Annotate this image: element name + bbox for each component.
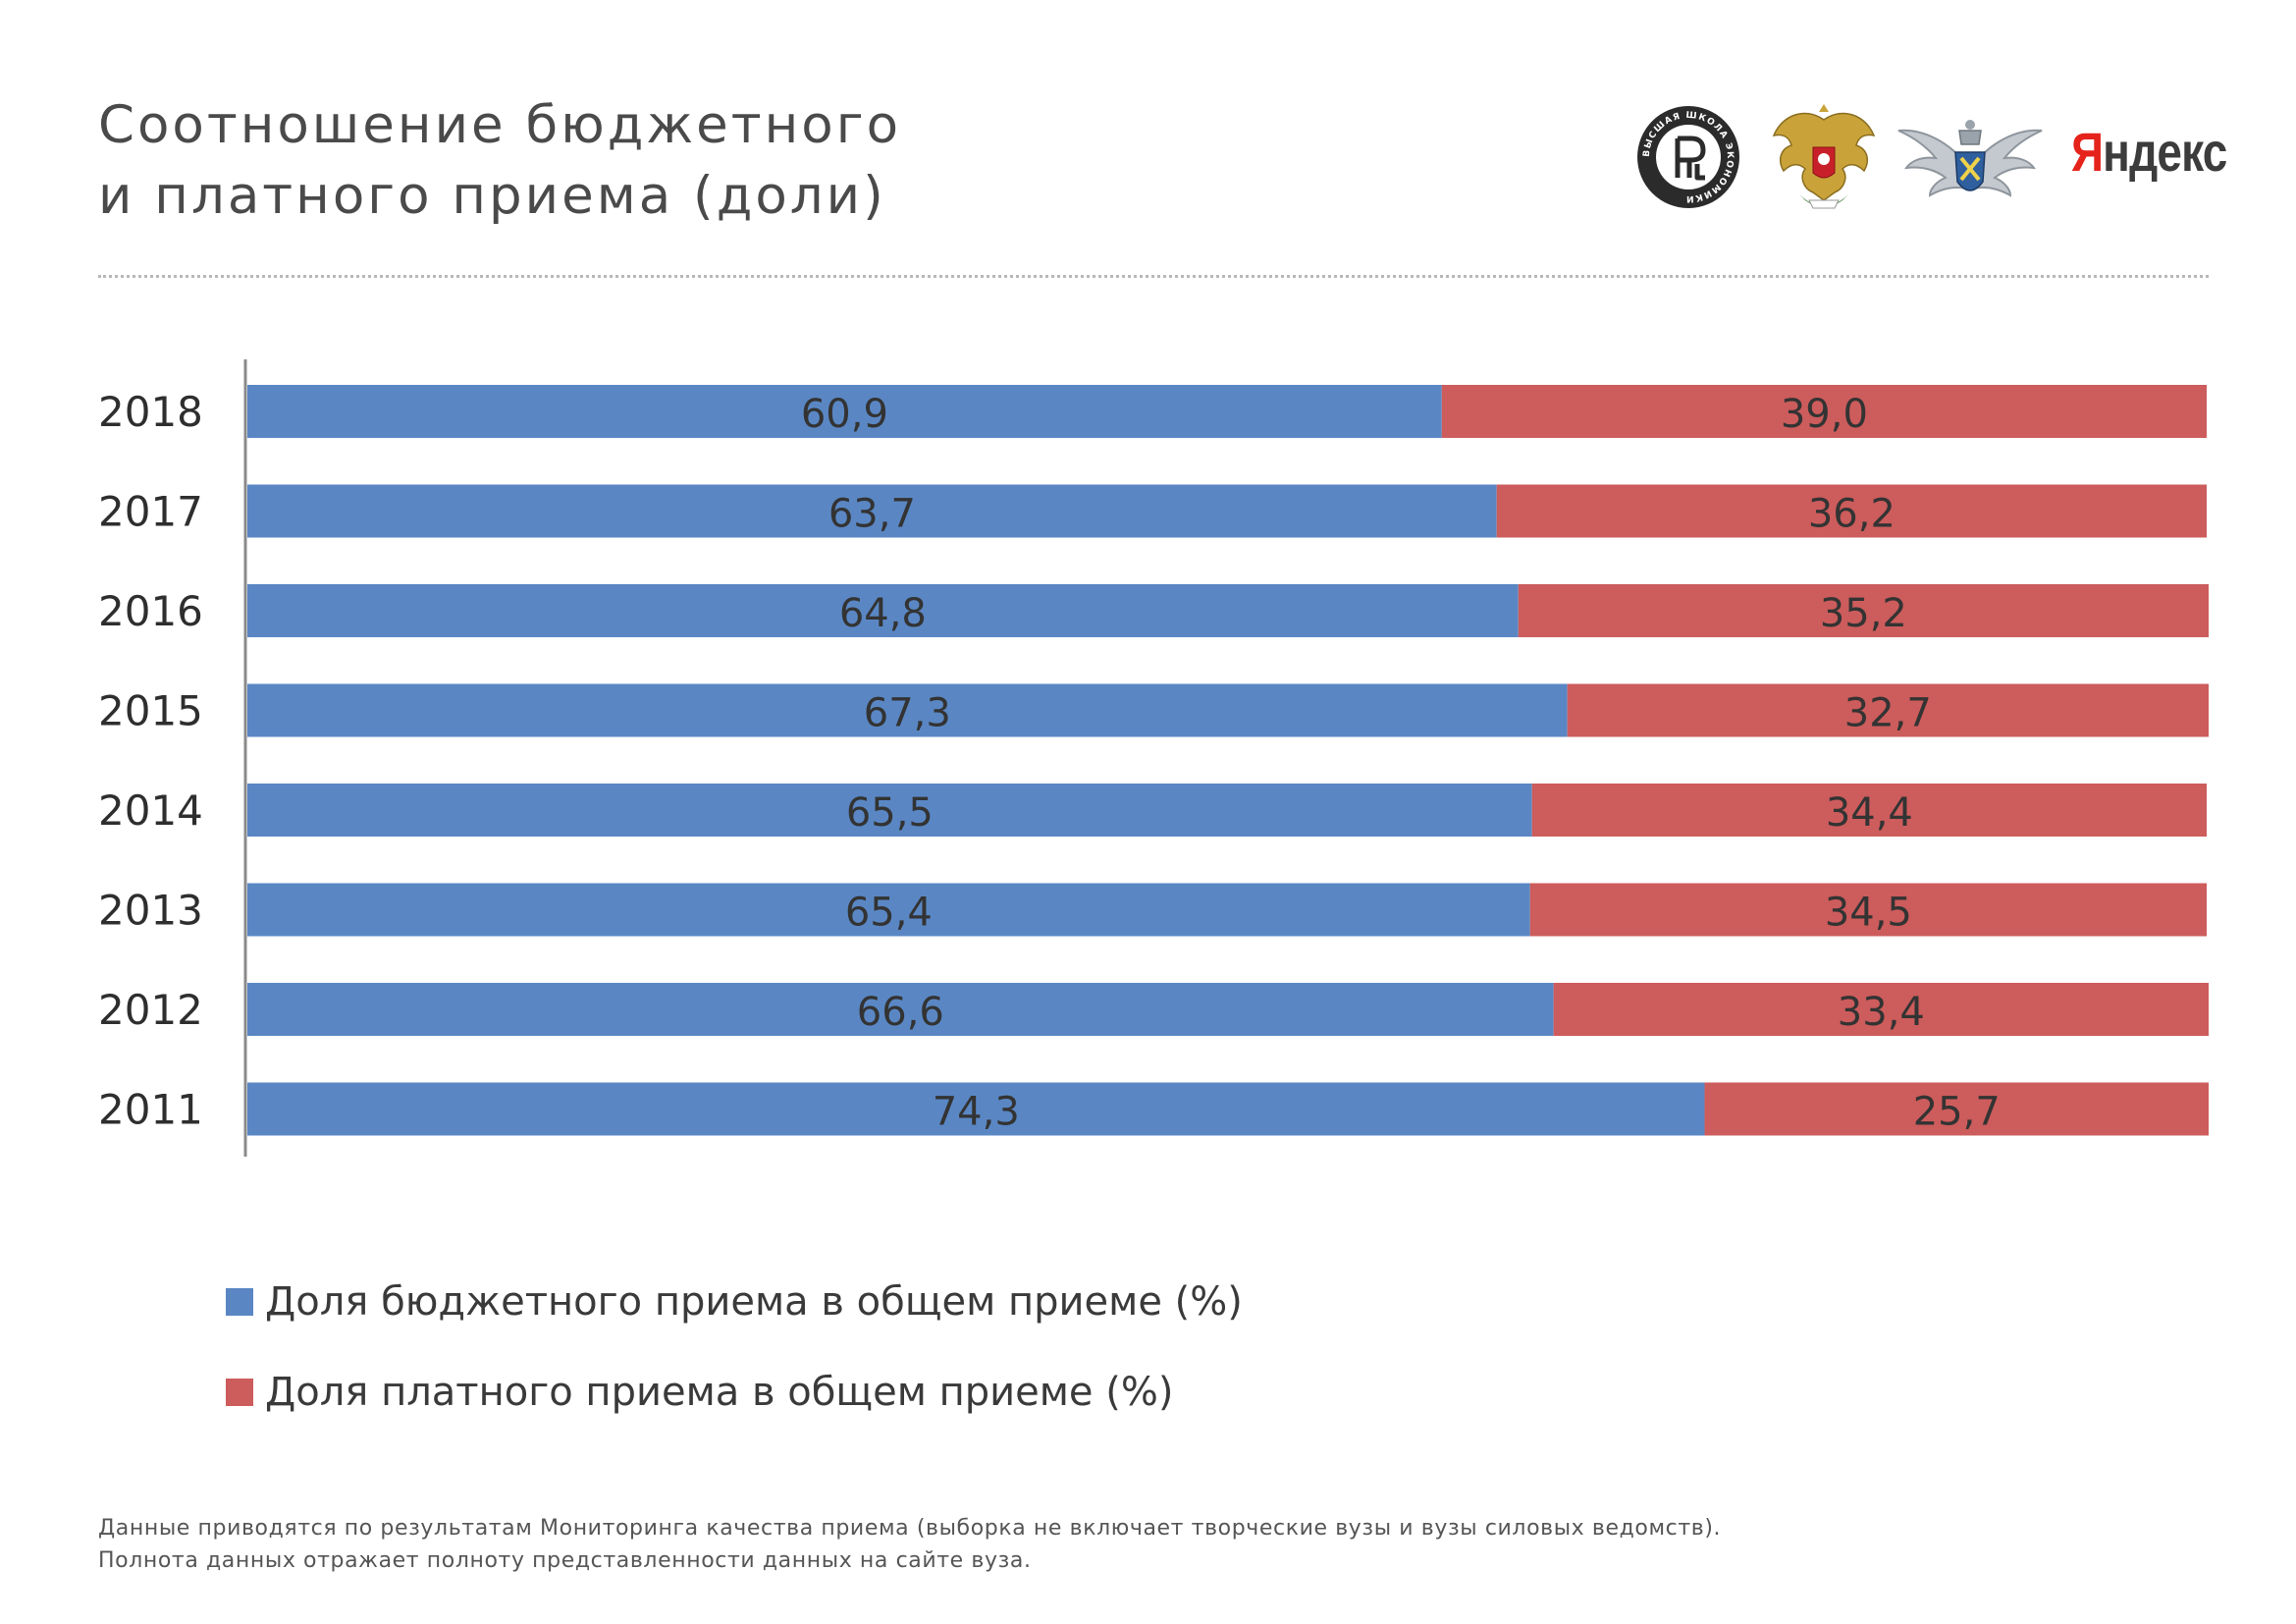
title-line-2: и платного приема (доли): [98, 166, 886, 226]
bar-paid-2016: [1518, 584, 2209, 637]
bar-paid-2015: [1567, 683, 2209, 737]
data-label-budget-2018: 60,9: [801, 392, 888, 437]
data-label-paid-2018: 39,0: [1781, 392, 1868, 437]
data-label-paid-2011: 25,7: [1913, 1090, 2001, 1135]
bar-budget-2012: [247, 983, 1554, 1036]
y-tick-label-2018: 2018: [98, 388, 203, 436]
bar-budget-2016: [247, 584, 1519, 637]
bar-paid-2012: [1553, 983, 2209, 1036]
bar-budget-2018: [247, 385, 1442, 438]
data-label-budget-2012: 66,6: [857, 990, 944, 1035]
bar-budget-2014: [247, 784, 1532, 837]
bar-budget-2013: [247, 883, 1530, 937]
partner-logos: ВЫСШАЯ ШКОЛА ЭКОНОМИКИ Яндекс: [1634, 98, 2227, 221]
data-label-paid-2012: 33,4: [1838, 990, 1925, 1035]
bar-budget-2011: [247, 1082, 1705, 1136]
y-tick-label-2013: 2013: [98, 887, 203, 935]
legend-swatch-budget: [226, 1288, 253, 1316]
data-label-budget-2011: 74,3: [933, 1090, 1020, 1135]
bar-paid-2017: [1496, 484, 2208, 538]
data-label-budget-2015: 67,3: [864, 691, 951, 736]
y-tick-label-2011: 2011: [98, 1086, 203, 1134]
admission-share-chart: 60,9 39,0 2018 63,7 36,2 2017 64,8 35,2 2016 67,3…: [98, 359, 2209, 1157]
y-tick-label-2017: 2017: [98, 488, 203, 536]
yandex-logo-first-letter: Я: [2071, 121, 2104, 183]
yandex-logo: Яндекс: [2071, 120, 2227, 184]
y-tick-label-2016: 2016: [98, 587, 203, 635]
bar-budget-2017: [247, 484, 1497, 538]
chart-legend: Доля бюджетного приема в общем приеме (%…: [226, 1276, 1243, 1457]
bar-paid-2013: [1529, 883, 2208, 937]
data-label-budget-2013: 65,4: [845, 891, 933, 936]
footnote-line-1: Данные приводятся по результатам Монитор…: [98, 1516, 1722, 1541]
coat-of-arms-logo: [1770, 98, 1878, 221]
data-label-paid-2016: 35,2: [1820, 591, 1907, 636]
legend-item-budget: Доля бюджетного приема в общем приеме (%…: [226, 1276, 1243, 1327]
y-tick-label-2012: 2012: [98, 986, 203, 1034]
legend-label-paid: Доля платного приема в общем приеме (%): [265, 1370, 1174, 1415]
bar-paid-2014: [1531, 784, 2208, 837]
y-tick-label-2014: 2014: [98, 786, 203, 835]
title-line-1: Соотношение бюджетного: [98, 95, 901, 155]
footnote-line-2: Полнота данных отражает полноту представ…: [98, 1548, 1032, 1573]
data-label-budget-2014: 65,5: [846, 790, 934, 836]
legend-item-paid: Доля платного приема в общем приеме (%): [226, 1367, 1243, 1418]
data-label-paid-2017: 36,2: [1808, 492, 1896, 537]
y-tick-label-2015: 2015: [98, 687, 203, 735]
header-divider: [98, 275, 2209, 278]
data-label-budget-2017: 63,7: [828, 492, 916, 537]
bar-paid-2018: [1441, 385, 2208, 438]
yandex-logo-rest: ндекс: [2103, 121, 2227, 183]
ministry-emblem-logo: [1896, 101, 2044, 214]
legend-label-budget: Доля бюджетного приема в общем приеме (%…: [265, 1279, 1243, 1325]
data-label-paid-2015: 32,7: [1844, 691, 1932, 736]
legend-swatch-paid: [226, 1379, 253, 1406]
data-label-paid-2013: 34,5: [1825, 891, 1912, 936]
bar-paid-2011: [1704, 1082, 2209, 1136]
page-title: Соотношение бюджетного и платного приема…: [98, 90, 901, 232]
data-label-budget-2016: 64,8: [839, 591, 927, 636]
data-label-paid-2014: 34,4: [1826, 790, 1913, 836]
bar-budget-2015: [247, 683, 1568, 737]
hse-logo: ВЫСШАЯ ШКОЛА ЭКОНОМИКИ: [1634, 103, 1742, 211]
footnote: Данные приводятся по результатам Монитор…: [98, 1512, 1721, 1577]
